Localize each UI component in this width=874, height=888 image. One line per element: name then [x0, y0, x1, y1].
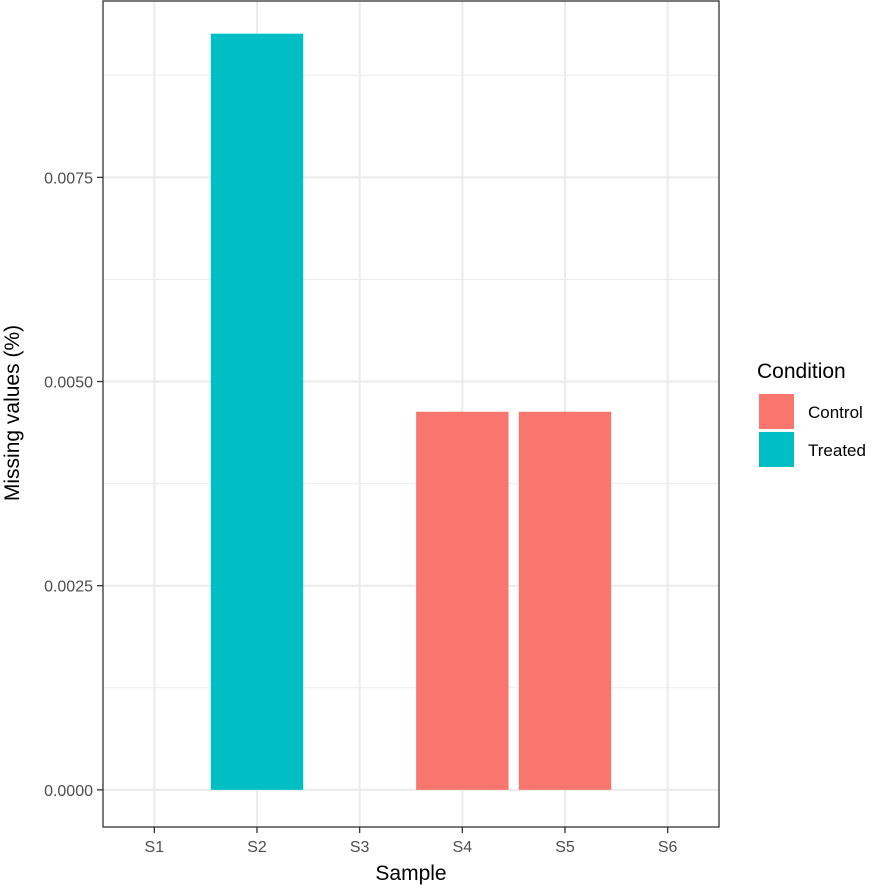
legend-label-treated: Treated: [808, 441, 866, 460]
y-axis-title: Missing values (%): [1, 325, 24, 501]
legend: Condition Control Treated: [757, 360, 866, 467]
y-tick-label: 0.0000: [44, 783, 93, 800]
legend-title: Condition: [757, 360, 846, 383]
y-tick-label: 0.0075: [44, 170, 93, 187]
x-tick-label: S1: [145, 839, 165, 856]
x-tick-label: S2: [247, 839, 267, 856]
legend-label-control: Control: [808, 403, 863, 422]
legend-key-treated: [759, 432, 794, 467]
x-axis: S1 S2 S3 S4 S5 S6: [145, 827, 678, 856]
legend-key-control: [759, 394, 794, 429]
y-tick-label: 0.0025: [44, 579, 93, 596]
panel-border: [102, 0, 720, 828]
bar-s2: [210, 33, 304, 790]
x-tick-label: S4: [453, 839, 473, 856]
x-tick-label: S3: [350, 839, 370, 856]
bar-s4: [416, 411, 509, 790]
x-axis-title: Sample: [375, 862, 446, 885]
x-tick-label: S6: [658, 839, 678, 856]
x-tick-label: S5: [555, 839, 575, 856]
y-axis: 0.0000 0.0025 0.0050 0.0075: [44, 170, 103, 800]
y-tick-label: 0.0050: [44, 375, 93, 392]
bar-s5: [518, 411, 612, 790]
plot-panel: [102, 0, 720, 828]
